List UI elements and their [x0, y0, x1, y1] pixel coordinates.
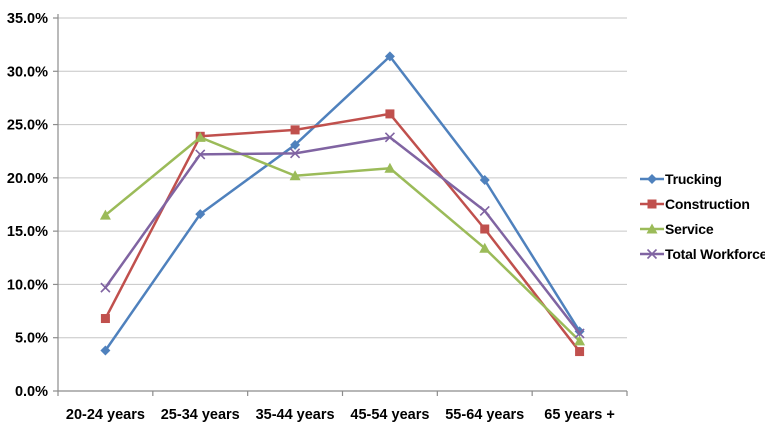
series-trucking-marker-diamond — [290, 139, 301, 150]
legend-item-construction: Construction — [640, 191, 765, 216]
legend-marker-diamond-icon — [640, 173, 664, 184]
series-total-workforce-marker-x — [290, 148, 301, 159]
series-service-marker-triangle — [384, 162, 396, 173]
legend-label-service: Service — [665, 220, 714, 237]
series-service-marker-triangle — [479, 242, 491, 253]
y-axis-label: 10.0% — [7, 277, 48, 293]
x-axis-label: 35-44 years — [256, 407, 335, 423]
series-line-total-workforce — [104, 136, 581, 335]
series-line-construction — [104, 112, 581, 353]
y-axis-label: 5.0% — [15, 331, 48, 347]
series-construction-marker-square — [385, 109, 395, 119]
legend-item-service: Service — [640, 216, 765, 241]
series-service-marker-triangle — [99, 209, 111, 220]
y-axis-label: 35.0% — [7, 11, 48, 27]
series-service-marker-triangle — [289, 170, 301, 181]
series-total-workforce-marker-x — [195, 149, 206, 160]
legend-item-trucking: Trucking — [640, 166, 765, 191]
series-total-workforce-marker-x — [384, 132, 395, 143]
legend-marker-x-icon — [640, 248, 664, 259]
x-axis-label: 65 years + — [544, 407, 615, 423]
y-axis-label: 15.0% — [7, 224, 48, 240]
y-axis-label: 0.0% — [15, 384, 48, 400]
legend-label-trucking: Trucking — [665, 170, 722, 187]
legend-item-total-workforce: Total Workforce — [640, 241, 765, 266]
legend-label-construction: Construction — [665, 195, 750, 212]
y-axis-label: 20.0% — [7, 171, 48, 187]
series-trucking-marker-diamond — [479, 174, 490, 185]
series-trucking-marker-diamond — [195, 209, 206, 220]
x-axis-label: 20-24 years — [66, 407, 145, 423]
series-total-workforce-marker-x — [100, 282, 111, 293]
chart-legend: Trucking Construction Service Total Workfor… — [640, 166, 765, 266]
x-axis-label: 45-54 years — [350, 407, 429, 423]
series-line-service — [104, 136, 581, 343]
series-service-marker-triangle — [194, 131, 206, 142]
x-axis-label: 55-64 years — [445, 407, 524, 423]
series-trucking-marker-diamond — [384, 51, 395, 62]
y-axis-label: 25.0% — [7, 118, 48, 134]
legend-marker-triangle-icon — [640, 223, 664, 233]
x-axis-label: 25-34 years — [161, 407, 240, 423]
series-construction-marker-square — [290, 125, 300, 135]
series-line-trucking — [104, 55, 581, 352]
legend-label-total-workforce: Total Workforce — [665, 245, 765, 262]
series-construction-marker-square — [480, 224, 490, 234]
series-total-workforce-marker-x — [479, 205, 490, 216]
series-construction-marker-square — [575, 347, 585, 357]
legend-marker-square-icon — [640, 199, 664, 208]
series-total-workforce-marker-x — [574, 328, 585, 339]
series-service-marker-triangle — [574, 335, 586, 346]
y-axis-label: 30.0% — [7, 64, 48, 80]
series-construction-marker-square — [100, 314, 110, 324]
series-trucking-marker-diamond — [100, 345, 111, 356]
